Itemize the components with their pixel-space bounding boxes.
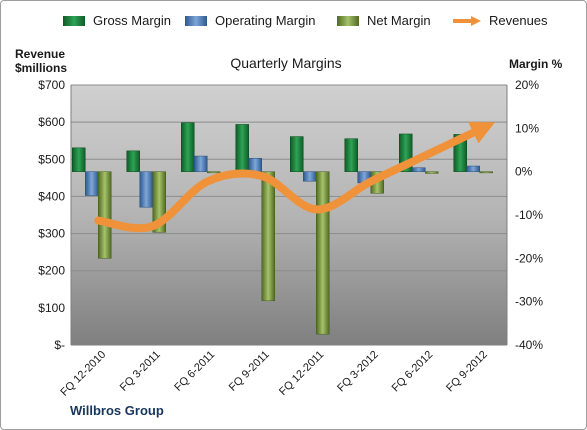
operating-margin-bar — [303, 171, 317, 182]
right-tick-label: 20% — [515, 78, 539, 92]
category-label: FQ 3-2012 — [335, 349, 381, 395]
category-label: FQ 6-2012 — [390, 349, 436, 395]
left-axis-title: Revenue $millions — [15, 47, 67, 75]
net-margin-bar — [98, 171, 112, 259]
operating-margin-bar — [412, 167, 426, 172]
legend-gross-margin-label: Gross Margin — [93, 13, 172, 28]
bar-series — [72, 122, 493, 335]
gross-margin-bar — [290, 136, 304, 172]
gross-margin-bar — [235, 124, 249, 172]
gross-margin-bar — [72, 147, 86, 172]
operating-margin-bar — [466, 165, 480, 172]
left-tick-label: $200 — [38, 264, 65, 278]
legend-operating-margin-swatch — [185, 15, 207, 26]
right-tick-label: 0% — [515, 165, 533, 179]
legend-gross-margin: Gross Margin — [63, 13, 171, 28]
left-tick-label: $400 — [38, 189, 65, 203]
category-label: FQ 3-2011 — [118, 349, 163, 394]
operating-margin-bar — [194, 155, 208, 172]
right-axis-title: Margin % — [509, 57, 563, 71]
left-axis-title-line2: $millions — [15, 61, 68, 75]
right-tick-label: -20% — [515, 251, 543, 265]
legend-revenues-label: Revenues — [489, 13, 548, 28]
revenue-line — [94, 121, 495, 233]
net-margin-bar — [316, 171, 330, 335]
legend-revenues: Revenues — [451, 13, 548, 28]
right-tick-label: -10% — [515, 208, 543, 222]
legend-revenues-arrow-icon — [453, 15, 481, 26]
operating-margin-bar — [139, 171, 153, 208]
legend-net-margin-label: Net Margin — [367, 13, 431, 28]
net-margin-bar — [479, 171, 493, 174]
plot-area — [71, 85, 507, 345]
legend-operating-margin-label: Operating Margin — [215, 13, 316, 28]
category-label: FQ 6-2011 — [172, 349, 217, 394]
net-margin-bar — [261, 171, 275, 302]
legend-operating-margin: Operating Margin — [185, 13, 315, 28]
gross-margin-bar — [344, 138, 358, 172]
operating-margin-bar — [85, 171, 99, 196]
gross-margin-bar — [126, 150, 140, 172]
net-margin-bar — [207, 171, 221, 174]
gross-margin-bar — [181, 122, 195, 172]
left-tick-label: $- — [54, 338, 65, 352]
left-axis-title-line1: Revenue — [15, 47, 66, 61]
category-label: FQ 9-2011 — [227, 349, 272, 394]
legend-gross-margin-swatch — [63, 15, 85, 26]
category-label: FQ 12-2010 — [58, 349, 108, 399]
left-tick-label: $300 — [38, 227, 65, 241]
right-tick-label: -40% — [515, 338, 543, 352]
category-label: FQ 12-2011 — [277, 349, 326, 398]
legend-net-margin: Net Margin — [337, 13, 431, 28]
footer-label: Willbros Group — [70, 403, 164, 418]
chart-title: Quarterly Margins — [230, 55, 342, 71]
legend-net-margin-swatch — [337, 15, 359, 26]
left-tick-label: $100 — [38, 301, 65, 315]
revenue-line-path — [94, 121, 495, 233]
net-margin-bar — [425, 171, 439, 174]
left-tick-label: $600 — [38, 115, 65, 129]
left-tick-label: $500 — [38, 152, 65, 166]
right-tick-label: -30% — [515, 295, 543, 309]
operating-margin-bar — [248, 157, 262, 172]
right-tick-label: 10% — [515, 121, 539, 135]
left-tick-label: $700 — [38, 78, 65, 92]
category-label: FQ 9-2012 — [444, 349, 490, 395]
